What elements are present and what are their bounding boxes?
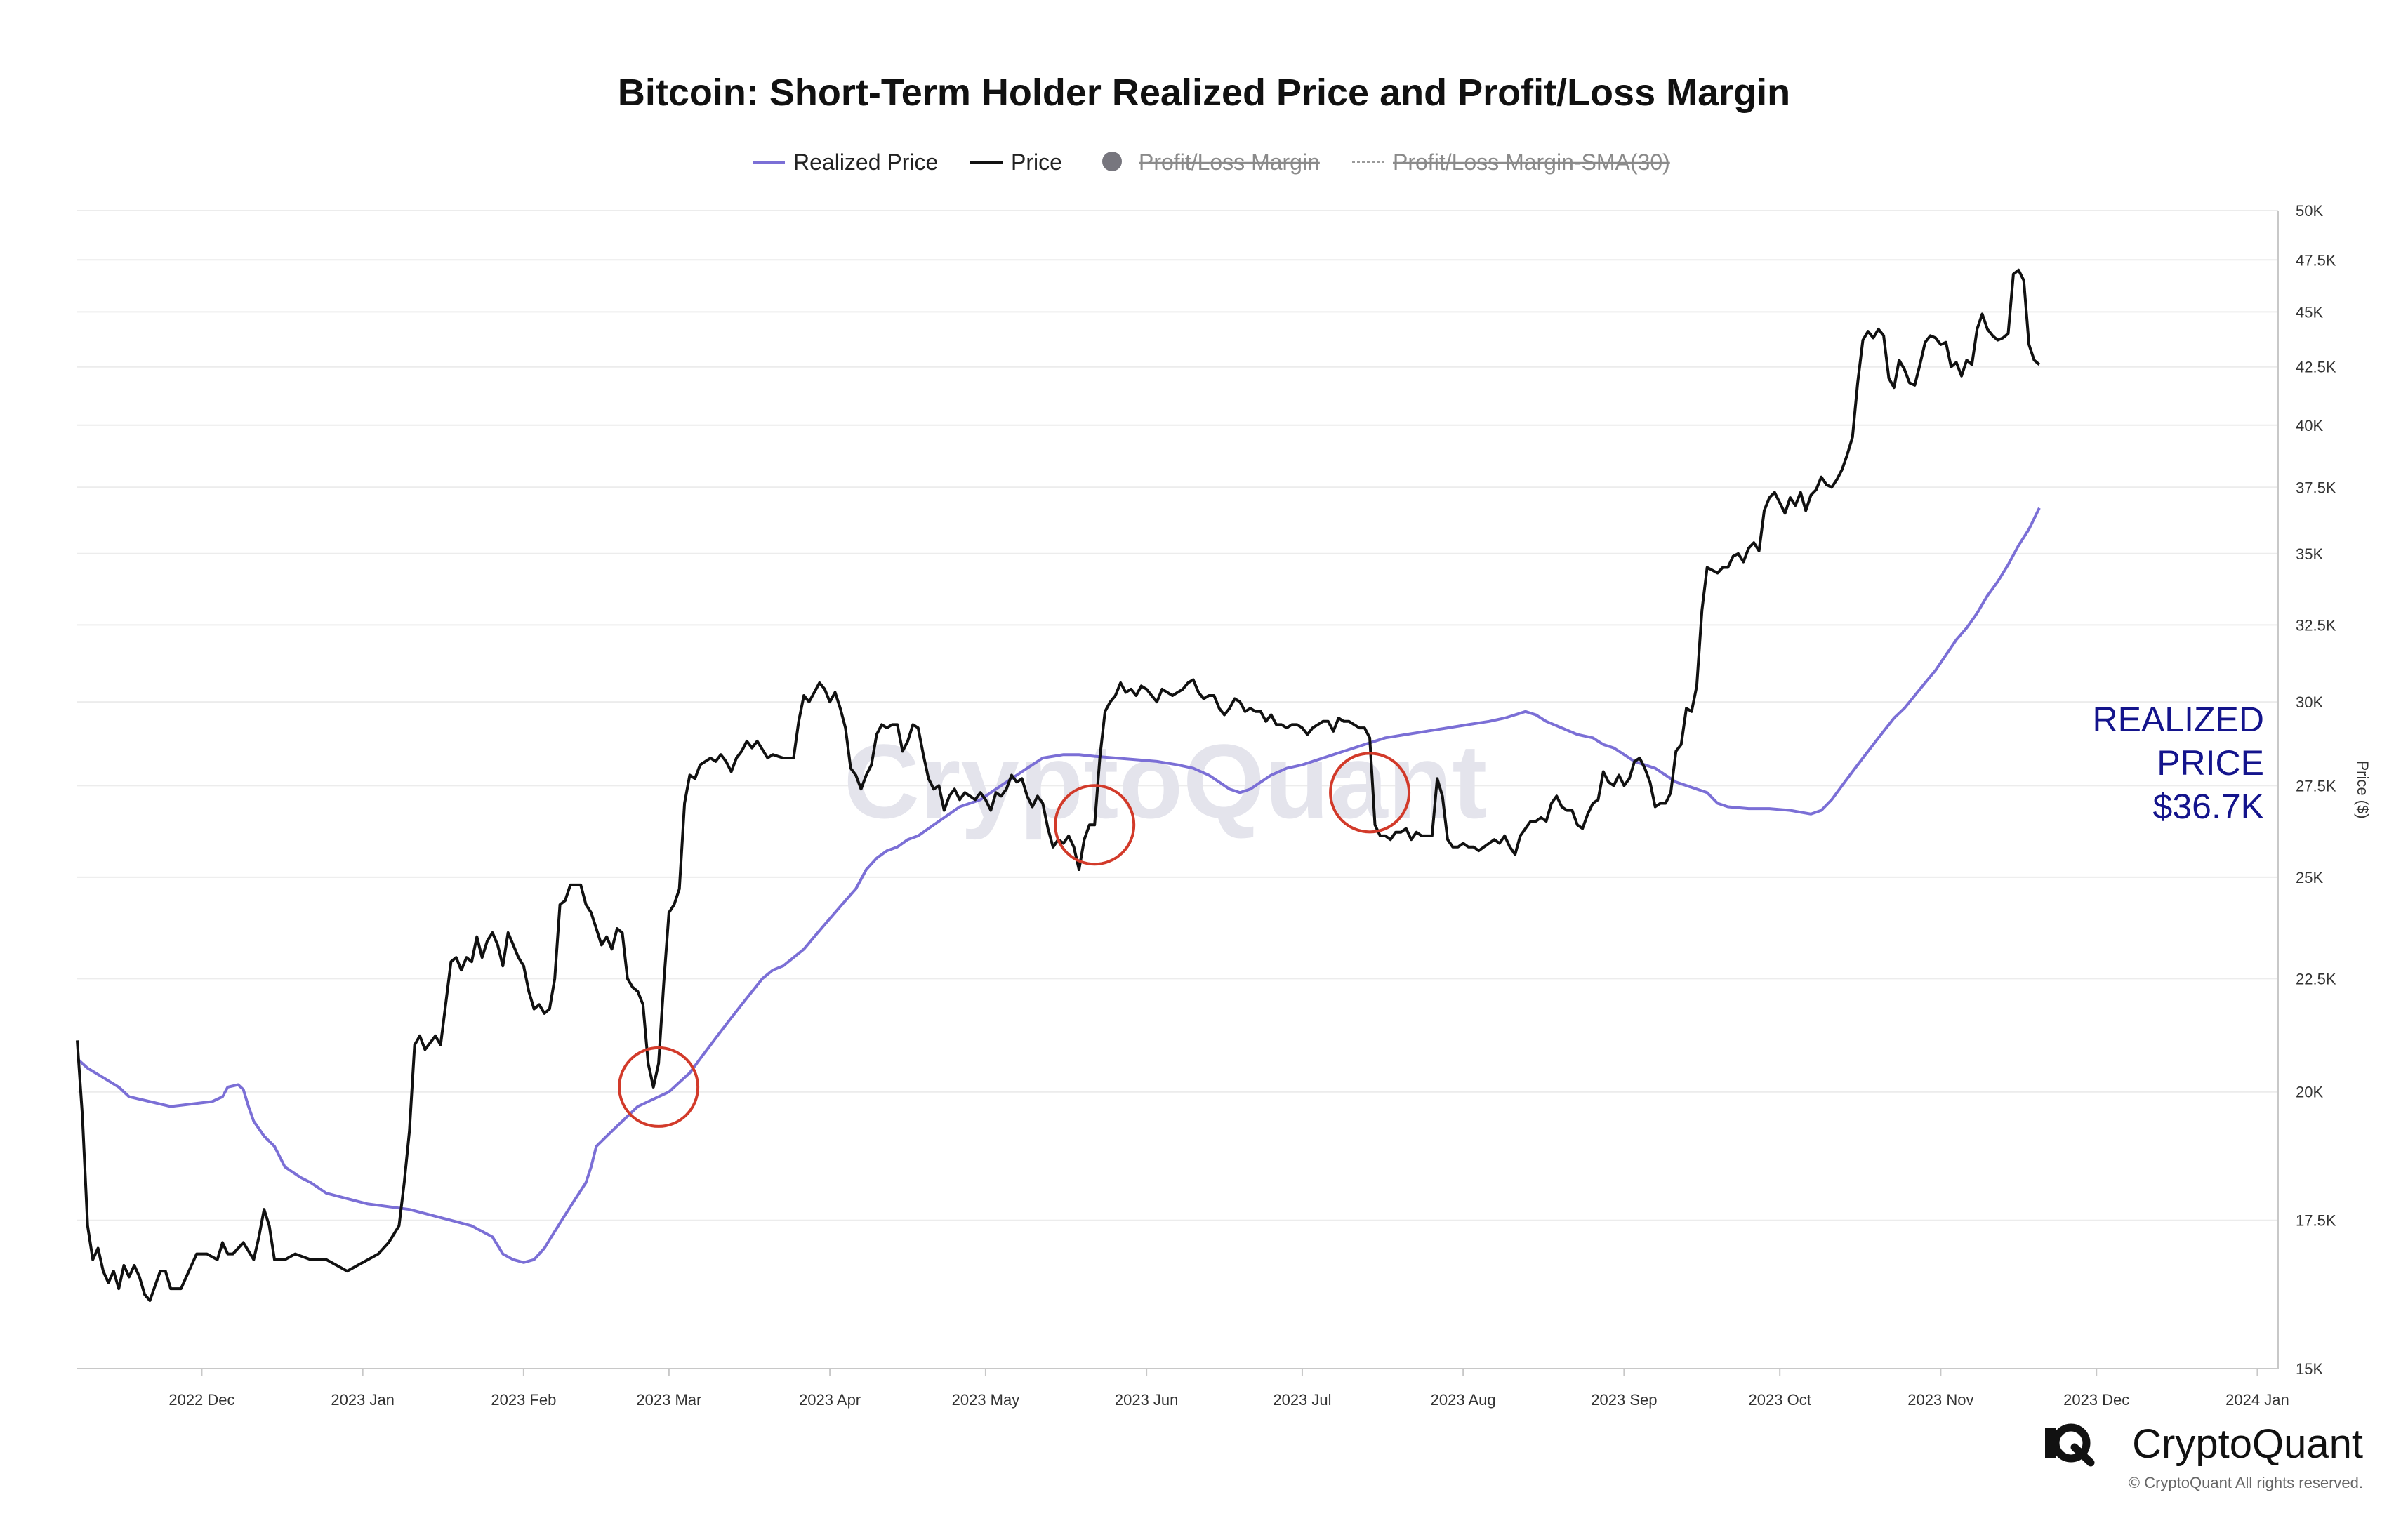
chart-title: Bitcoin: Short-Term Holder Realized Pric… <box>618 72 1790 114</box>
series-line-price <box>76 268 2041 1302</box>
y-tick-label: 17.5K <box>2296 1212 2336 1230</box>
legend: Realized Price Price Profit/Loss Margin … <box>753 149 1670 175</box>
legend-label-profit-loss-margin: Profit/Loss Margin <box>1139 149 1320 175</box>
grid-lines <box>77 210 2278 1369</box>
y-tick-label: 32.5K <box>2296 616 2336 634</box>
y-tick-label: 45K <box>2296 303 2323 321</box>
y-tick-label: 27.5K <box>2296 777 2336 794</box>
legend-item-realized-price[interactable]: Realized Price <box>753 149 938 175</box>
x-tick-label: 2022 Dec <box>168 1391 234 1409</box>
y-tick-label: 50K <box>2296 202 2323 220</box>
x-tick-label: 2023 Apr <box>799 1391 861 1409</box>
brand-name: CryptoQuant <box>2132 1421 2363 1467</box>
annotation-circle-2 <box>1054 784 1136 866</box>
legend-item-price[interactable]: Price <box>970 149 1062 175</box>
legend-label-profit-loss-margin-sma: Profit/Loss Margin-SMA(30) <box>1393 149 1670 175</box>
x-tick-label: 2023 Aug <box>1431 1391 1496 1409</box>
legend-item-profit-loss-margin[interactable]: Profit/Loss Margin <box>1102 149 1320 175</box>
y-tick-label: 47.5K <box>2296 251 2336 269</box>
y-tick-label: 22.5K <box>2296 970 2336 988</box>
watermark: CryptoQuant <box>844 722 1488 840</box>
x-tick-label: 2023 Feb <box>491 1391 556 1409</box>
x-tick-label: 2024 Jan <box>2225 1391 2289 1409</box>
brand-logo: CryptoQuant <box>2045 1421 2363 1467</box>
x-tick-label: 2023 Jun <box>1115 1391 1179 1409</box>
copyright-text: © CryptoQuant All rights reserved. <box>2129 1474 2363 1491</box>
y-tick-label: 37.5K <box>2296 479 2336 496</box>
y-axis-ticks: 15K 17.5K 20K 22.5K 25K 27.5K 30K 32.5K 35K 37.5K… <box>2296 202 2336 1378</box>
x-tick-label: 2023 Oct <box>1749 1391 1811 1409</box>
y-tick-label: 40K <box>2296 417 2323 434</box>
legend-item-profit-loss-margin-sma[interactable]: Profit/Loss Margin-SMA(30) <box>1352 149 1670 175</box>
y-tick-label: 25K <box>2296 869 2323 886</box>
x-tick-label: 2023 Jul <box>1273 1391 1331 1409</box>
x-tick-label: 2023 May <box>952 1391 1020 1409</box>
series-line-realized-price <box>76 507 2041 1264</box>
annotation-line-3: $36.7K <box>2153 787 2264 826</box>
annotation-circle-1 <box>618 1046 700 1128</box>
x-tick-label: 2023 Jan <box>331 1391 395 1409</box>
x-tick-label: 2023 Mar <box>636 1391 701 1409</box>
annotation-line-1: REALIZED <box>2092 700 2264 739</box>
y-tick-label: 35K <box>2296 545 2323 563</box>
y-tick-label: 20K <box>2296 1084 2323 1101</box>
y-tick-label: 30K <box>2296 693 2323 711</box>
y-tick-label: 15K <box>2296 1360 2323 1378</box>
legend-swatch-profit-loss-margin <box>1102 152 1122 171</box>
annotation-circle-3 <box>1329 752 1411 834</box>
x-axis-ticks: 2022 Dec 2023 Jan 2023 Feb 2023 Mar 2023 Apr… <box>168 1369 2289 1409</box>
x-tick-label: 2023 Sep <box>1591 1391 1657 1409</box>
cryptoquant-logo-icon <box>2045 1423 2095 1467</box>
annotation-circles <box>618 752 1411 1128</box>
legend-label-price: Price <box>1011 149 1062 175</box>
legend-label-realized-price: Realized Price <box>793 149 938 175</box>
annotation-line-2: PRICE <box>2157 743 2264 783</box>
realized-price-annotation: REALIZED PRICE $36.7K <box>2092 700 2264 826</box>
x-tick-label: 2023 Dec <box>2063 1391 2129 1409</box>
y-axis-title: Price ($) <box>2354 760 2371 818</box>
x-tick-label: 2023 Nov <box>1907 1391 1973 1409</box>
y-tick-label: 42.5K <box>2296 359 2336 376</box>
